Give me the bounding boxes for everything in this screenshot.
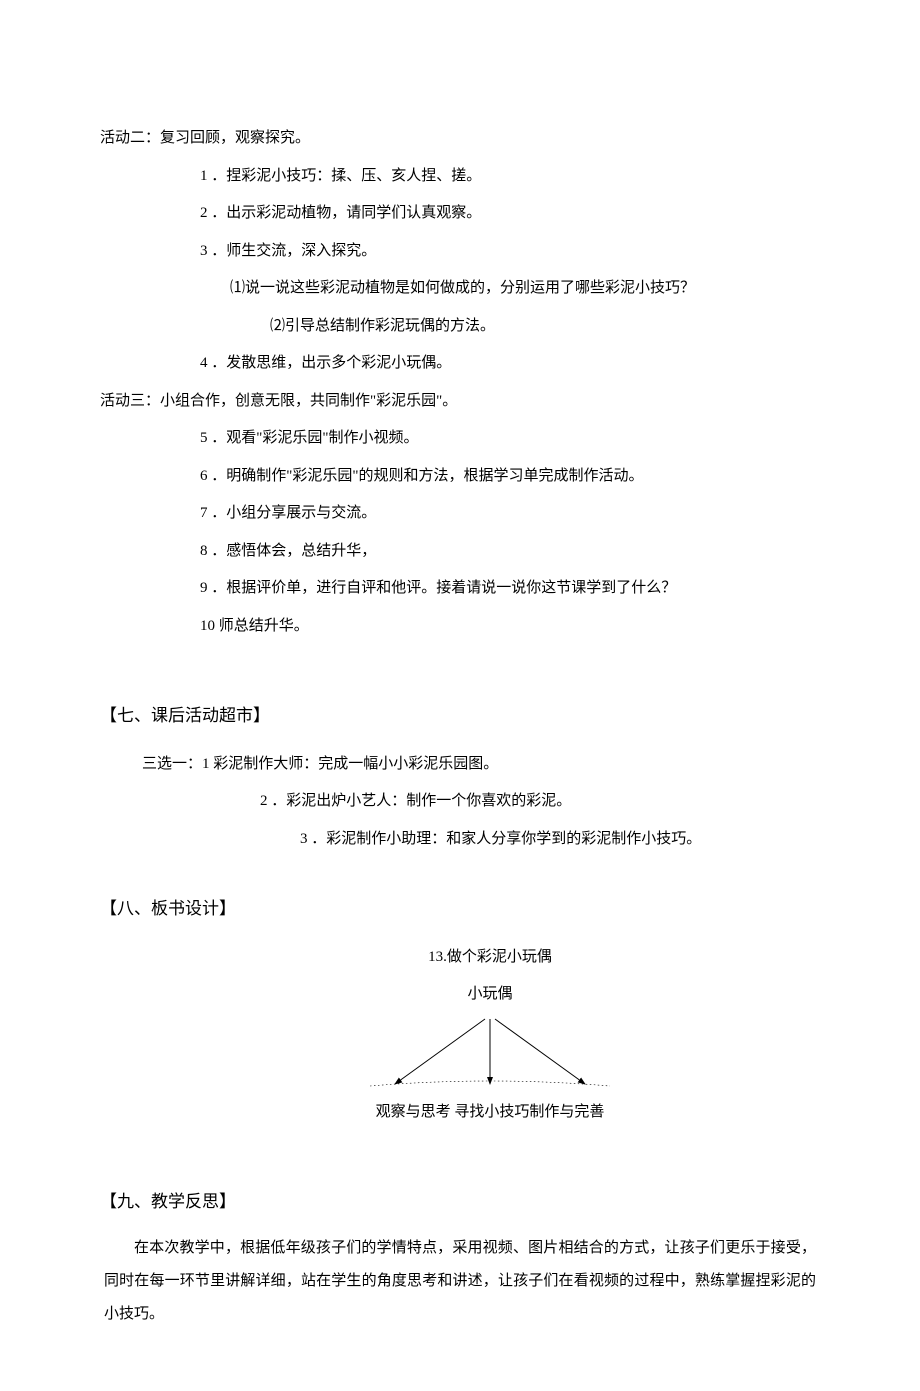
section8-heading: 【八、板书设计】: [100, 888, 820, 931]
section9-heading: 【九、教学反思】: [100, 1181, 820, 1224]
activity2-item-4: 4 ．发散思维，出示多个彩泥小玩偶。: [100, 345, 820, 383]
arrow-left: [395, 1019, 485, 1084]
activity2-item-3b: ⑵引导总结制作彩泥玩偶的方法。: [100, 308, 820, 346]
board-title: 13.做个彩泥小玩偶: [100, 939, 820, 977]
activity2-item-3: 3 ．师生交流，深入探究。: [100, 233, 820, 271]
board-labels: 观察与思考 寻找小技巧制作与完善: [100, 1094, 820, 1132]
activity3-item-9: 9 ．根据评价单，进行自评和他评。接着请说一说你这节课学到了什么？: [100, 570, 820, 608]
activity2-item-2: 2 ．出示彩泥动植物，请同学们认真观察。: [100, 195, 820, 233]
activity3-item-5: 5 ．观看"彩泥乐园"制作小视频。: [100, 420, 820, 458]
activity2-item-3a: ⑴说一说这些彩泥动植物是如何做成的，分别运用了哪些彩泥小技巧？: [100, 270, 820, 308]
activity3-item-8: 8 ．感悟体会，总结升华，: [100, 533, 820, 571]
activity2-item-1: 1 ．捏彩泥小技巧：揉、压、亥人捏、搓。: [100, 158, 820, 196]
activity3-item-7: 7 ．小组分享展示与交流。: [100, 495, 820, 533]
activity3-title: 活动三：小组合作，创意无限，共同制作"彩泥乐园"。: [100, 383, 820, 421]
activity3-item-6: 6 ．明确制作"彩泥乐园"的规则和方法，根据学习单完成制作活动。: [100, 458, 820, 496]
board-diagram: [100, 1014, 820, 1094]
section9-paragraph: 在本次教学中，根据低年级孩子们的学情特点，采用视频、图片相结合的方式，让孩子们更…: [100, 1232, 820, 1331]
section7-item-3: 3 ．彩泥制作小助理：和家人分享你学到的彩泥制作小技巧。: [100, 821, 820, 859]
arrow-right: [495, 1019, 585, 1084]
section7-item-2: 2 ．彩泥出炉小艺人：制作一个你喜欢的彩泥。: [100, 783, 820, 821]
arrows-svg: [340, 1014, 640, 1094]
section7-heading: 【七、课后活动超市】: [100, 695, 820, 738]
board-subtitle: 小玩偶: [100, 976, 820, 1014]
activity3-item-10: 10 师总结升华。: [100, 608, 820, 646]
activity2-title: 活动二：复习回顾，观察探究。: [100, 120, 820, 158]
section7-intro: 三选一：1 彩泥制作大师：完成一幅小小彩泥乐园图。: [100, 746, 820, 784]
document-page: 活动二：复习回顾，观察探究。 1 ．捏彩泥小技巧：揉、压、亥人捏、搓。 2 ．出…: [0, 0, 920, 1391]
